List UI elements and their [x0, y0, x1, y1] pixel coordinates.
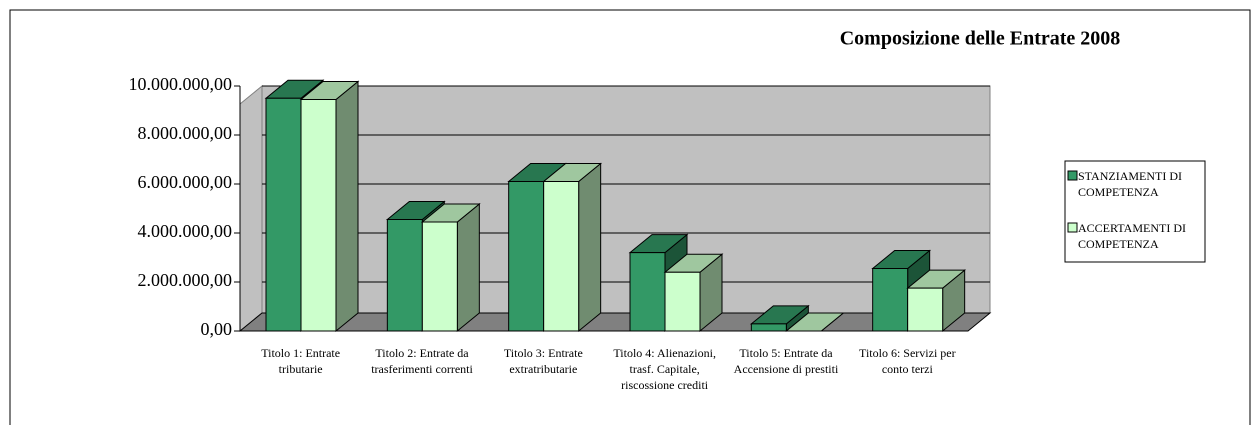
legend-label: STANZIAMENTI DI COMPETENZA	[1078, 169, 1183, 199]
y-tick-label: 2.000.000,00	[138, 270, 233, 290]
x-tick-label: Titolo 1: Entrate tributarie	[261, 346, 341, 376]
bar-face	[456, 202, 480, 333]
bar-face	[750, 323, 787, 332]
bar-face	[872, 268, 909, 332]
x-tick-label: Titolo 5: Entrate da Accensione di prest…	[733, 346, 839, 376]
bar-face	[508, 181, 545, 332]
legend-swatch	[1067, 170, 1078, 181]
bar-face	[629, 252, 666, 332]
bar	[784, 312, 845, 332]
bar-face	[543, 181, 580, 332]
legend-box	[1064, 160, 1206, 263]
x-tick-label: Titolo 6: Servizi per conto terzi	[859, 346, 956, 376]
y-tick-label: 10.000.000,00	[129, 74, 233, 94]
side-wall	[239, 84, 263, 333]
y-tick-label: 0,00	[201, 319, 233, 339]
bar	[542, 162, 603, 333]
bar	[420, 202, 481, 333]
bar-face	[300, 98, 337, 332]
bar-face	[907, 287, 944, 332]
y-tick-label: 4.000.000,00	[138, 221, 233, 241]
bar-face	[421, 221, 458, 332]
x-tick-label: Titolo 4: Alienazioni, trasf. Capitale, …	[613, 346, 716, 392]
y-tick-label: 6.000.000,00	[138, 172, 233, 192]
legend-swatch	[1067, 222, 1078, 233]
y-tick-label: 8.000.000,00	[138, 123, 233, 143]
bar	[299, 80, 360, 333]
chart-title: Composizione delle Entrate 2008	[840, 28, 1121, 50]
bar	[906, 269, 967, 333]
bar-face	[335, 80, 359, 333]
chart-border	[9, 9, 1251, 425]
bar-face	[265, 97, 302, 332]
bar-face	[578, 162, 602, 333]
bar-face	[664, 271, 701, 332]
legend-label: ACCERTAMENTI DI COMPETENZA	[1078, 221, 1186, 251]
bar	[663, 253, 724, 333]
x-tick-label: Titolo 2: Entrate da trasferimenti corre…	[371, 346, 473, 376]
bar-face	[386, 219, 423, 332]
x-tick-label: Titolo 3: Entrate extratributarie	[503, 346, 583, 376]
